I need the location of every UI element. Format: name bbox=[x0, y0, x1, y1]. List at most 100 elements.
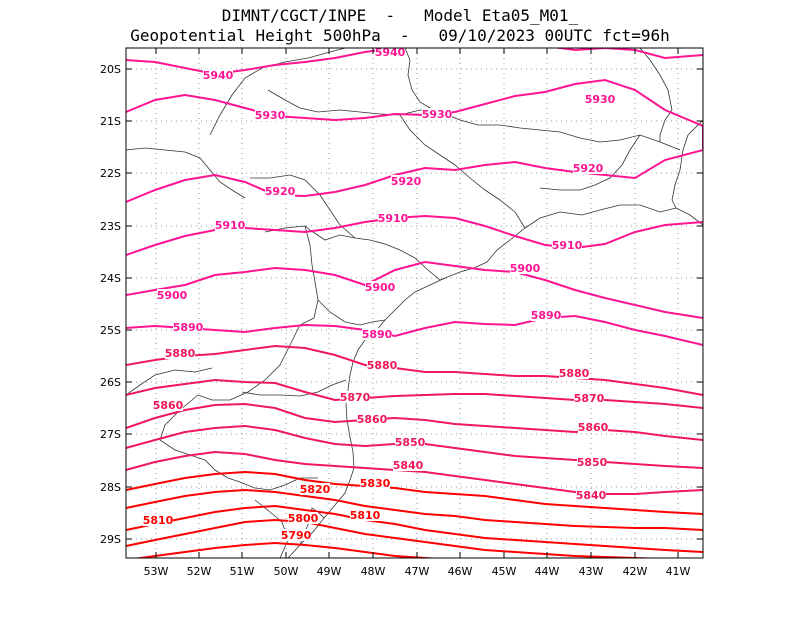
contour-label-5860: 5860 bbox=[357, 413, 388, 426]
lat-label: 24S bbox=[100, 272, 121, 285]
lon-label: 53W bbox=[144, 565, 169, 578]
contour-label-bg bbox=[340, 391, 370, 403]
contour-label-5830: 5830 bbox=[360, 477, 391, 490]
contour-label-5910: 5910 bbox=[552, 239, 583, 252]
contour-label-bg bbox=[574, 392, 604, 404]
contour-label-5880: 5880 bbox=[165, 347, 196, 360]
lon-label: 43W bbox=[579, 565, 604, 578]
lon-label: 52W bbox=[187, 565, 212, 578]
contour-line-5820 bbox=[126, 488, 703, 531]
lon-label: 49W bbox=[317, 565, 342, 578]
map-frame bbox=[125, 47, 704, 559]
contour-label-5930: 5930 bbox=[255, 109, 286, 122]
map-title-line-2: Geopotential Height 500hPa - 09/10/2023 … bbox=[130, 26, 670, 45]
lat-label: 22S bbox=[100, 167, 121, 180]
uruguay-border bbox=[254, 499, 289, 558]
height-contours bbox=[126, 48, 703, 558]
contour-label-bg bbox=[559, 367, 589, 379]
lon-label: 47W bbox=[405, 565, 430, 578]
contour-label-bg bbox=[350, 509, 380, 521]
contour-label-bg bbox=[255, 109, 285, 121]
contour-label-5870: 5870 bbox=[340, 391, 371, 404]
contour-label-bg bbox=[367, 359, 397, 371]
contour-label-5870: 5870 bbox=[574, 392, 605, 405]
contour-label-bg bbox=[165, 347, 195, 359]
contour-label-bg bbox=[157, 289, 187, 301]
contour-label-bg bbox=[203, 69, 233, 81]
contour-label-5940: 5940 bbox=[203, 69, 234, 82]
paranapanema bbox=[250, 174, 356, 239]
contour-label-5940: 5940 bbox=[375, 46, 406, 59]
lat-label: 26S bbox=[100, 376, 121, 389]
contour-label-bg bbox=[281, 529, 311, 541]
coastline-north bbox=[671, 119, 703, 209]
lat-label: 28S bbox=[100, 481, 121, 494]
mg-es-border bbox=[659, 109, 673, 142]
lon-label: 42W bbox=[623, 565, 648, 578]
contour-label-bg bbox=[578, 421, 608, 433]
contour-label-5880: 5880 bbox=[559, 367, 590, 380]
pr-sc-border bbox=[317, 299, 386, 326]
lat-label: 25S bbox=[100, 324, 121, 337]
axis-ticks bbox=[126, 48, 703, 558]
contour-label-bg bbox=[153, 399, 183, 411]
coastline bbox=[287, 204, 703, 558]
contour-line-5920 bbox=[126, 149, 703, 203]
ba-border bbox=[639, 48, 673, 111]
coastline-and-borders bbox=[126, 48, 703, 558]
contour-label-bg bbox=[300, 483, 330, 495]
sp-mg-border bbox=[399, 114, 526, 229]
contour-line-5880 bbox=[126, 344, 703, 396]
contour-label-5910: 5910 bbox=[215, 219, 246, 232]
lon-label: 41W bbox=[666, 565, 691, 578]
sp-north bbox=[267, 89, 401, 116]
contour-label-bg bbox=[215, 219, 245, 231]
contour-label-5900: 5900 bbox=[157, 289, 188, 302]
contour-label-5850: 5850 bbox=[577, 456, 608, 469]
contour-label-5920: 5920 bbox=[265, 185, 296, 198]
contour-label-bg bbox=[393, 459, 423, 471]
contour-label-5890: 5890 bbox=[173, 321, 204, 334]
lat-label: 27S bbox=[100, 428, 121, 441]
lat-label: 20S bbox=[100, 63, 121, 76]
contour-line-5930 bbox=[126, 78, 703, 150]
mg-rj-border bbox=[539, 134, 641, 191]
contour-label-bg bbox=[576, 489, 606, 501]
latitude-labels: 20S 21S 22S 23S 24S 25S 26S 27S 28S 29S bbox=[100, 63, 121, 546]
contour-label-bg bbox=[362, 328, 392, 340]
contour-line-5900 bbox=[126, 260, 703, 319]
contour-label-bg bbox=[357, 413, 387, 425]
contour-label-5840: 5840 bbox=[393, 459, 424, 472]
contour-label-bg bbox=[365, 281, 395, 293]
contour-labels: 5940 5940 5930 5930 5930 5920 5920 5920 5910 5910… bbox=[143, 46, 616, 542]
lat-label: 29S bbox=[100, 533, 121, 546]
go-mg-border bbox=[404, 48, 441, 113]
contour-line-5890 bbox=[126, 314, 703, 346]
argentina-border bbox=[197, 317, 315, 401]
contour-label-5930: 5930 bbox=[585, 93, 616, 106]
lon-label: 44W bbox=[535, 565, 560, 578]
lon-label: 46W bbox=[448, 565, 473, 578]
contour-line-5870 bbox=[126, 378, 703, 409]
contour-label-bg bbox=[265, 185, 295, 197]
contour-line-5860 bbox=[126, 402, 703, 441]
contour-label-5840: 5840 bbox=[576, 489, 607, 502]
contour-label-bg bbox=[360, 477, 390, 489]
contour-label-5790: 5790 bbox=[281, 529, 312, 542]
contour-line-5910 bbox=[126, 214, 703, 256]
contour-label-bg bbox=[143, 514, 173, 526]
uruguay-river bbox=[159, 394, 318, 491]
lon-label: 45W bbox=[492, 565, 517, 578]
ms-border bbox=[126, 147, 246, 199]
contour-label-bg bbox=[531, 309, 561, 321]
contour-label-5900: 5900 bbox=[510, 262, 541, 275]
lat-lon-grid bbox=[126, 48, 703, 558]
contour-label-5920: 5920 bbox=[391, 175, 422, 188]
contour-label-bg bbox=[510, 262, 540, 274]
contour-label-bg bbox=[391, 175, 421, 187]
contour-line-5810 bbox=[126, 504, 703, 553]
contour-label-5860: 5860 bbox=[578, 421, 609, 434]
contour-line-5800 bbox=[126, 518, 666, 558]
parana-west bbox=[304, 225, 319, 319]
contour-label-bg bbox=[375, 46, 405, 58]
